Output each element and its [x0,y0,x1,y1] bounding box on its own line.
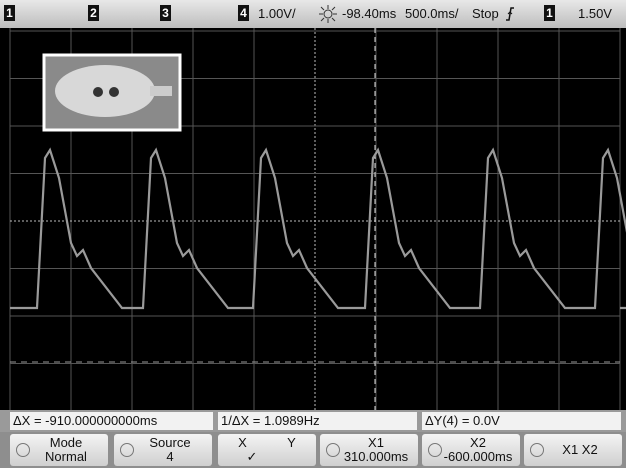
knob-icon [120,443,134,457]
top-bar: 1 2 3 4 1.00V/ -98.40ms 500.0ms/ Stop 1 … [0,0,626,28]
softkey-text: ✓ [218,450,286,464]
waveform-display [0,28,626,410]
trigger-icon [504,6,516,22]
channel-3[interactable]: 3 [160,5,171,21]
softkey-text: Y [287,436,296,450]
trigger-level: 1.50V [578,6,612,21]
knob-icon [16,443,30,457]
inverse-delta-x: 1/ΔX = 1.0989Hz [218,412,417,430]
oscilloscope-screen: 1 2 3 4 1.00V/ -98.40ms 500.0ms/ Stop 1 … [0,0,626,468]
delay: -98.40ms [342,6,396,21]
knob-icon [530,443,544,457]
time-per-div: 500.0ms/ [405,6,458,21]
softkey[interactable]: X2-600.000ms [422,434,520,466]
softkey-text: X [238,436,247,450]
thumbnail [44,55,180,130]
volts-per-div: 1.00V/ [258,6,296,21]
delta-x: ΔX = -910.000000000ms [10,412,213,430]
channel-2[interactable]: 2 [88,5,99,21]
channel-4[interactable]: 4 [238,5,249,21]
run-state: Stop [472,6,499,21]
knob-icon [326,443,340,457]
intensity-icon [318,4,338,24]
channel-1[interactable]: 1 [4,5,15,21]
delta-y: ΔY(4) = 0.0V [422,412,621,430]
status-bar: ΔX = -910.000000000ms 1/ΔX = 1.0989Hz ΔY… [0,410,626,432]
trigger-source: 1 [544,5,555,21]
softkey[interactable]: X1 X2 [524,434,622,466]
knob-icon [428,443,442,457]
